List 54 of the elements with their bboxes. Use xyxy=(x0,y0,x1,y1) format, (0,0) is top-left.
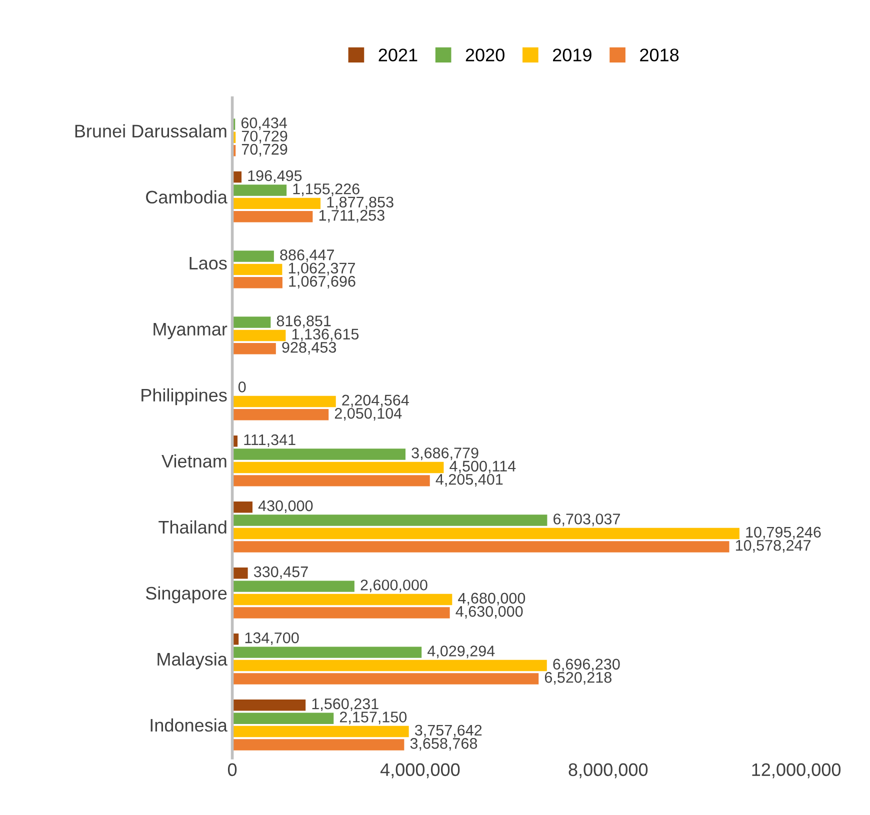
y-tick-label: Myanmar xyxy=(154,322,228,340)
data-label: 111,341 xyxy=(244,434,296,447)
data-label: 4,205,401 xyxy=(436,474,503,487)
y-tick-label: Laos xyxy=(190,256,227,270)
y-tick-label: Vietnam xyxy=(162,454,226,468)
data-label: 0 xyxy=(238,382,246,392)
legend-label: 2019 xyxy=(552,48,592,62)
data-label: 4,500,114 xyxy=(450,460,516,474)
legend-label: 2020 xyxy=(466,48,504,62)
legend-label: 2021 xyxy=(378,48,418,62)
data-label: 4,029,294 xyxy=(427,646,495,658)
x-tick-label: 12,000,000 xyxy=(752,763,841,778)
data-label: 1,877,853 xyxy=(327,196,394,210)
data-label: 60,434 xyxy=(241,117,287,130)
data-label: 4,630,000 xyxy=(456,606,523,619)
data-label: 3,757,642 xyxy=(414,724,482,738)
data-label: 10,795,246 xyxy=(746,526,821,540)
data-label: 886,447 xyxy=(280,250,334,262)
y-tick-label: Singapore xyxy=(146,586,227,604)
data-label: 1,711,253 xyxy=(319,210,384,223)
data-label: 4,680,000 xyxy=(458,592,526,606)
data-label: 2,050,104 xyxy=(334,408,402,421)
data-label: 70,729 xyxy=(242,144,288,157)
data-label: 2,204,564 xyxy=(342,394,409,408)
data-label: 816,851 xyxy=(276,316,331,328)
x-tick-label: 8,000,000 xyxy=(568,763,648,778)
data-label: 3,686,779 xyxy=(412,448,478,460)
x-tick-label: 4,000,000 xyxy=(380,763,460,778)
data-label: 430,000 xyxy=(258,500,313,513)
y-tick-label: Malaysia xyxy=(158,652,228,670)
y-tick-label: Cambodia xyxy=(146,190,228,204)
data-label: 1,067,696 xyxy=(289,276,356,289)
data-label: 2,600,000 xyxy=(360,580,428,592)
data-label: 6,520,218 xyxy=(544,672,612,685)
data-label: 928,453 xyxy=(282,342,336,355)
data-label: 1,062,377 xyxy=(288,262,355,276)
data-label: 10,578,247 xyxy=(736,540,811,553)
y-tick-label: Philippines xyxy=(142,388,227,406)
data-label: 6,696,230 xyxy=(553,658,620,672)
x-tick-label: 0 xyxy=(228,763,237,776)
y-tick-label: Brunei Darussalam xyxy=(75,124,226,138)
data-label: 330,457 xyxy=(254,566,308,580)
data-label: 196,495 xyxy=(248,170,302,183)
data-label: 70,729 xyxy=(242,130,288,144)
data-label: 1,155,226 xyxy=(293,184,360,196)
data-label: 1,136,615 xyxy=(292,328,359,342)
data-label: 1,560,231 xyxy=(312,698,378,712)
data-label: 2,157,150 xyxy=(340,712,407,724)
data-label: 3,658,768 xyxy=(410,738,478,751)
data-label: 134,700 xyxy=(245,632,299,646)
y-tick-label: Indonesia xyxy=(150,718,228,732)
legend-label: 2018 xyxy=(640,48,679,62)
y-tick-label: Thailand xyxy=(158,520,226,534)
data-label: 6,703,037 xyxy=(554,514,620,526)
